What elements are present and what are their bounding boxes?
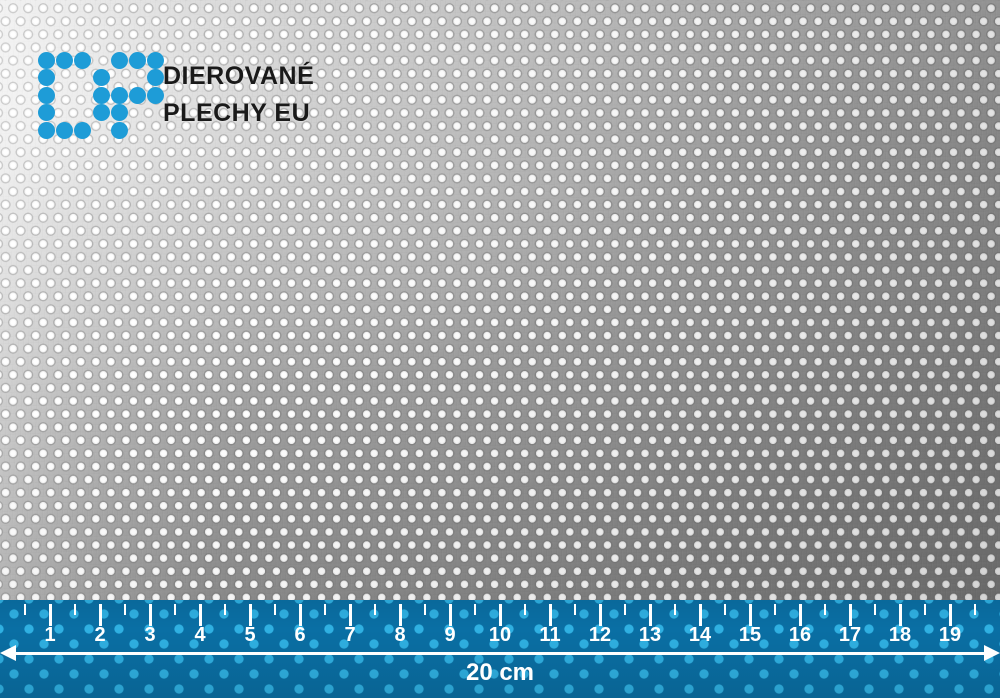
ruler-tick-label: 12 [588, 624, 612, 646]
ruler-minor-tick [674, 604, 676, 615]
logo-dot [92, 86, 110, 104]
ruler-minor-tick [574, 604, 576, 615]
ruler-minor-tick [474, 604, 476, 615]
ruler-tick-label: 19 [938, 624, 962, 646]
ruler-major-tick [198, 604, 202, 626]
ruler-tick-label: 15 [738, 624, 762, 646]
logo-dot [129, 86, 146, 104]
ruler-major-tick [798, 604, 802, 626]
ruler-major-tick [698, 604, 702, 626]
ruler-minor-tick [424, 604, 426, 615]
ruler-dot-pattern [0, 600, 1000, 698]
logo-dot [74, 121, 92, 139]
logo-dot [92, 104, 110, 122]
scale-total-label: 20 cm [465, 659, 535, 686]
ruler-major-tick [848, 604, 852, 626]
ruler-major-tick [348, 604, 352, 626]
ruler-tick-label: 9 [444, 624, 456, 646]
ruler-tick-label: 10 [488, 624, 512, 646]
ruler-tick-label: 2 [94, 624, 106, 646]
ruler-minor-tick [524, 604, 526, 615]
ruler-minor-tick [774, 604, 776, 615]
logo-dot [110, 104, 128, 122]
ruler-major-tick [298, 604, 302, 626]
brand-name-line-2: PLECHY EU [163, 99, 311, 127]
ruler-major-tick [248, 604, 252, 626]
ruler-major-tick [748, 604, 752, 626]
ruler-minor-tick [174, 604, 176, 615]
logo-dot [110, 86, 128, 104]
ruler-tick-label: 17 [838, 624, 862, 646]
logo-dot [38, 86, 55, 104]
ruler-major-tick [648, 604, 652, 626]
logo-dot [38, 121, 55, 139]
arrow-shaft [8, 652, 992, 655]
ruler-tick-label: 6 [294, 624, 306, 646]
brand-name: DIEROVANÉ PLECHY EU [163, 58, 314, 132]
ruler-major-tick [498, 604, 502, 626]
ruler-minor-tick [824, 604, 826, 615]
logo-dot [38, 104, 55, 122]
ruler-tick-label: 5 [244, 624, 256, 646]
brand-name-line-1: DIEROVANÉ [163, 62, 315, 90]
ruler-major-tick [948, 604, 952, 626]
logo-dot [56, 52, 74, 69]
ruler-minor-tick [624, 604, 626, 615]
ruler-tick-label: 3 [144, 624, 156, 646]
ruler-major-tick [48, 604, 52, 626]
arrow-head-right-icon [984, 645, 1000, 661]
logo-dot [38, 69, 55, 87]
perforation-hole-pattern [0, 0, 1000, 600]
logo-dot [56, 121, 74, 139]
logo-dot [38, 52, 55, 69]
brand-logo: DIEROVANÉ PLECHY EU [38, 52, 338, 142]
ruler-tick-label: 14 [688, 624, 712, 646]
ruler-minor-tick [74, 604, 76, 615]
logo-dot [147, 52, 165, 69]
ruler-major-tick [898, 604, 902, 626]
logo-dot [147, 86, 165, 104]
ruler-major-tick [98, 604, 102, 626]
logo-dot [74, 52, 92, 69]
logo-dot [110, 121, 128, 139]
ruler-major-tick [548, 604, 552, 626]
hole-row-odd [0, 0, 1000, 600]
ruler-major-tick [148, 604, 152, 626]
ruler-tick-label: 13 [638, 624, 662, 646]
ruler-tick-label: 1 [44, 624, 56, 646]
ruler-tick-label: 8 [394, 624, 406, 646]
ruler-tick-label: 11 [539, 624, 561, 646]
ruler-major-tick [598, 604, 602, 626]
ruler-minor-tick [874, 604, 876, 615]
logo-dot [147, 69, 165, 87]
ruler-minor-tick [974, 604, 976, 615]
ruler-tick-label: 7 [344, 624, 356, 646]
ruler-minor-tick [24, 604, 26, 615]
ruler-major-tick [448, 604, 452, 626]
scale-ruler: 1 2 3 4 5 6 7 8 9 10 11 12 13 14 15 16 17 18 19 20 cm [0, 600, 1000, 698]
logo-dot [129, 52, 146, 69]
ruler-minor-tick [924, 604, 926, 615]
ruler-minor-tick [324, 604, 326, 615]
ruler-minor-tick [724, 604, 726, 615]
ruler-major-tick [398, 604, 402, 626]
logo-dot [110, 52, 128, 69]
ruler-tick-label: 18 [888, 624, 912, 646]
ruler-tick-label: 16 [788, 624, 812, 646]
ruler-tick-label: 4 [194, 624, 206, 646]
ruler-minor-tick [274, 604, 276, 615]
ruler-minor-tick [374, 604, 376, 615]
logo-dot [92, 69, 110, 87]
ruler-minor-tick [124, 604, 126, 615]
dp-dot-monogram-icon [38, 52, 165, 139]
ruler-minor-tick [224, 604, 226, 615]
